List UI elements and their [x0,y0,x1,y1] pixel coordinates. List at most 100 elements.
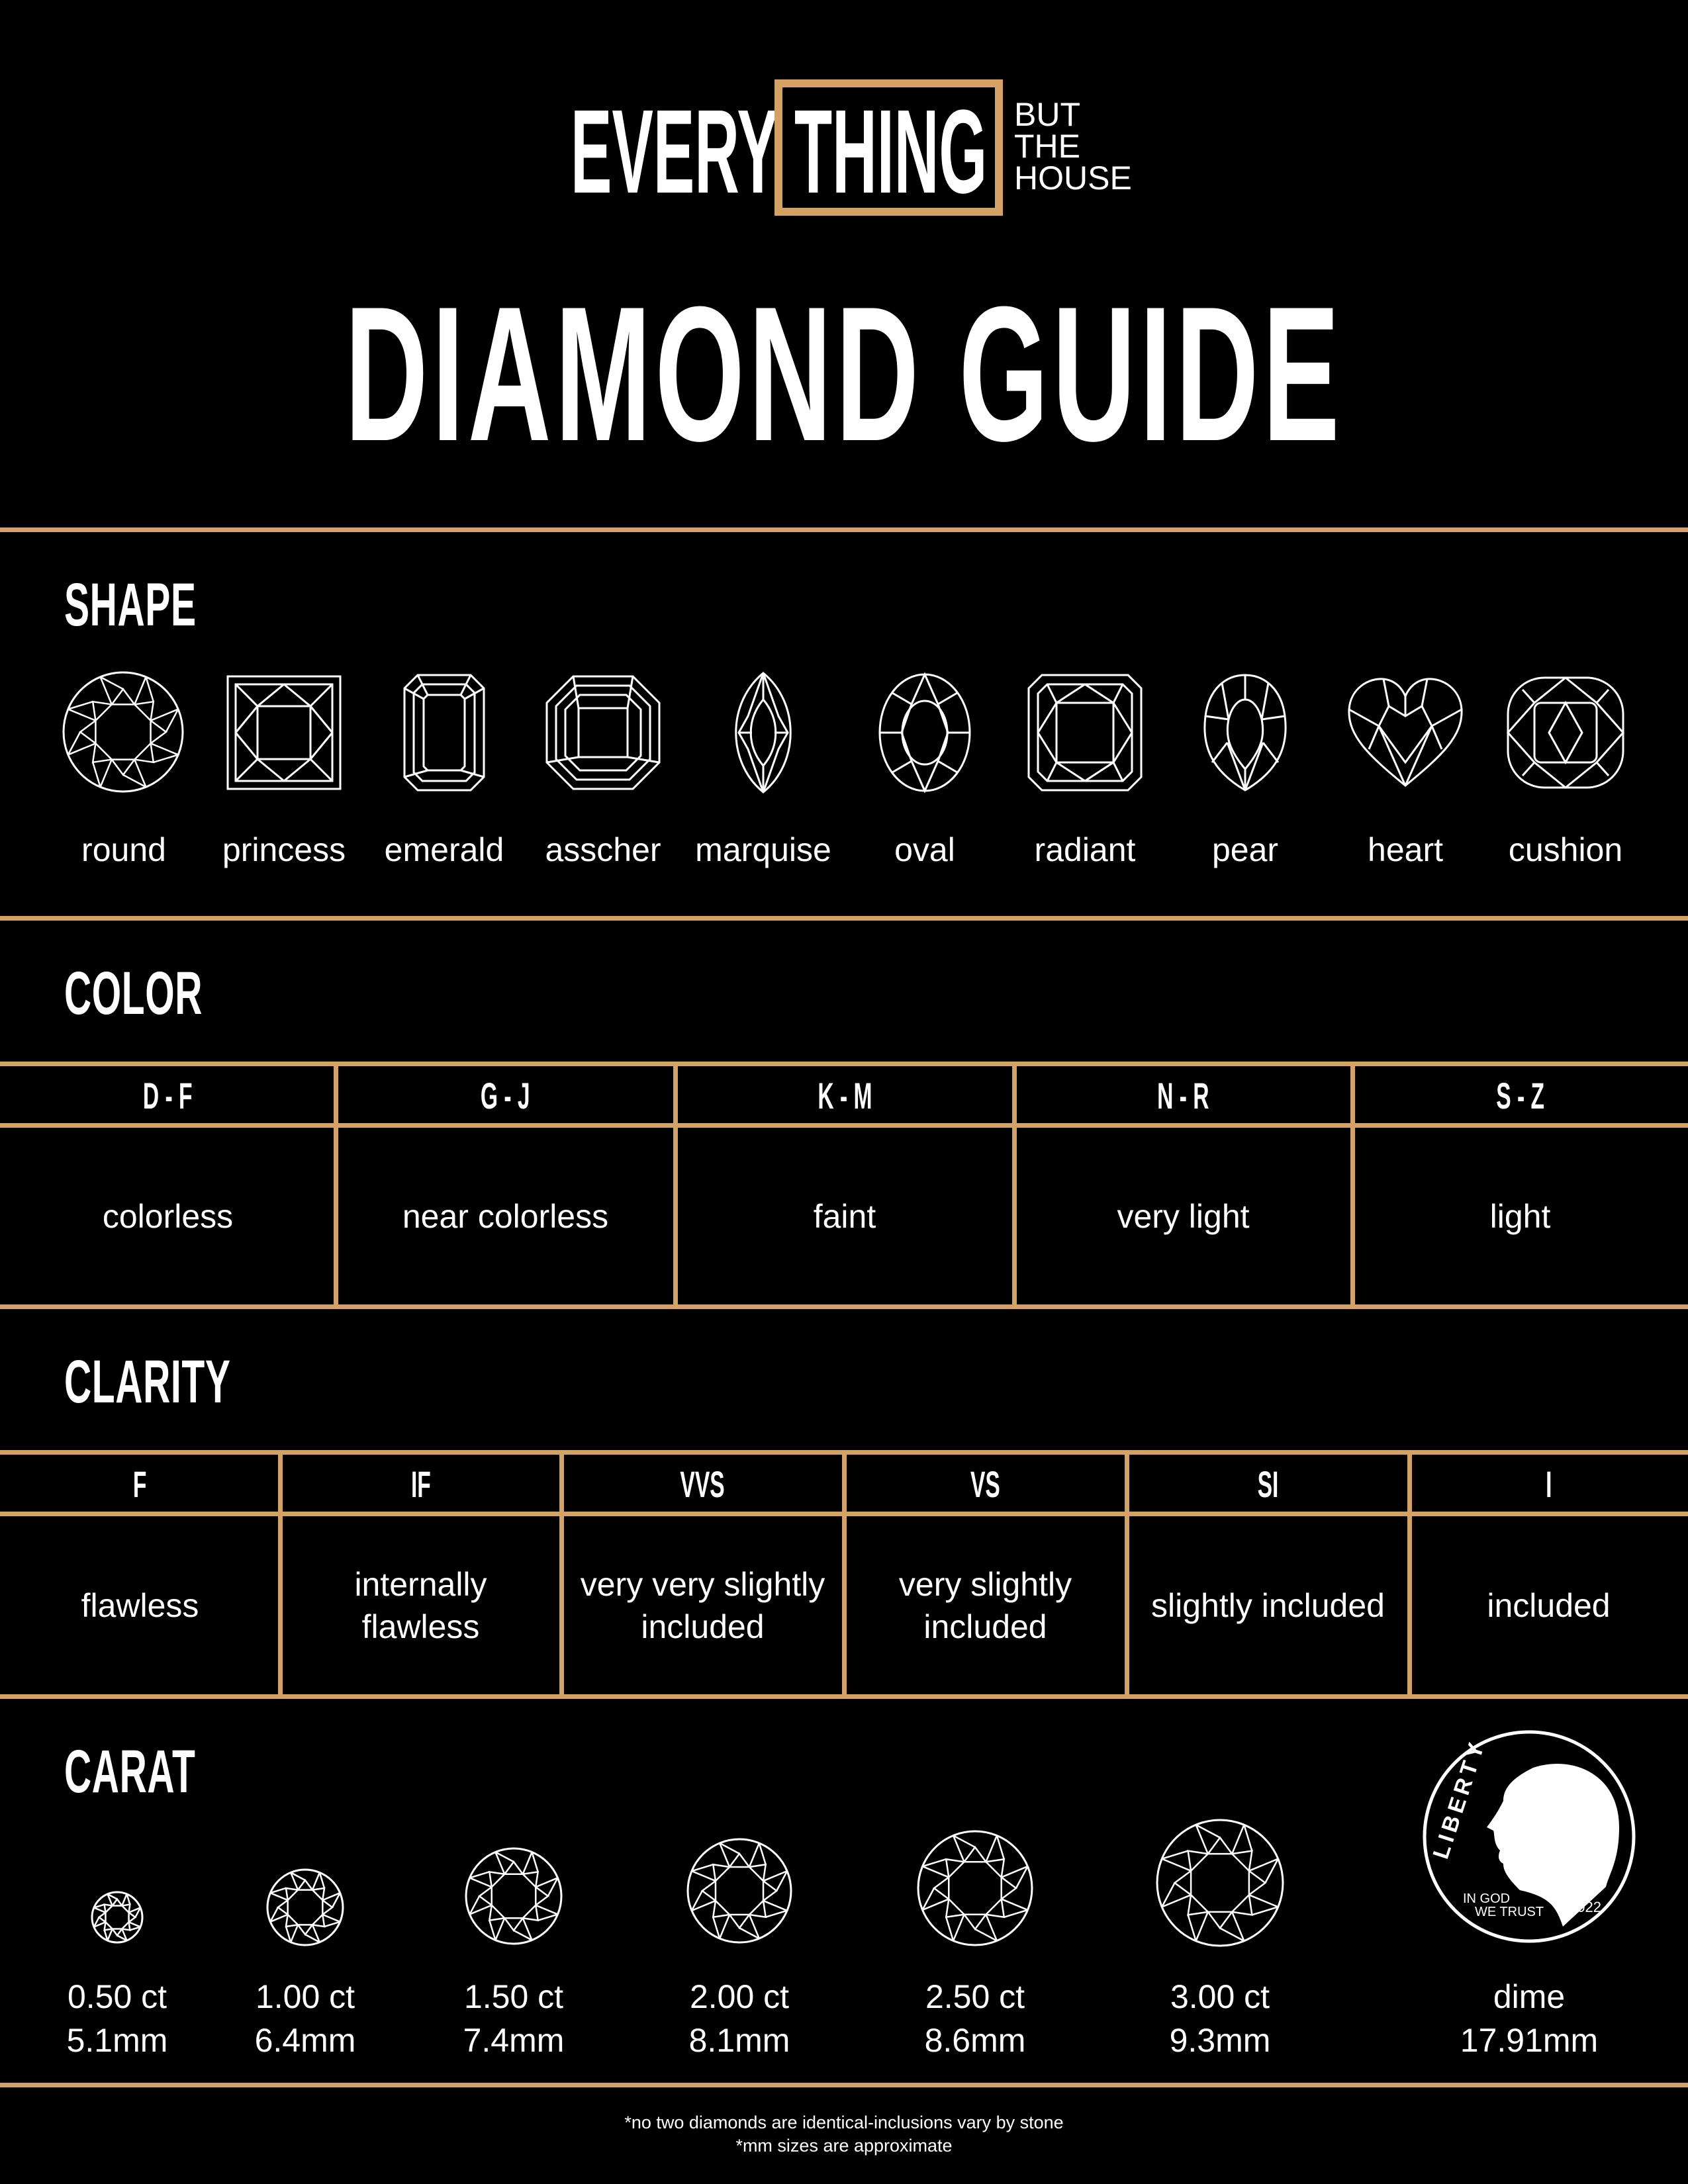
round-diamond-icon [89,1889,145,1948]
logo-but: BUT [1014,96,1080,133]
round-diamond-icon [685,1837,794,1948]
divider [0,527,1688,532]
divider [0,2083,1688,2087]
coin-year: 2022 [1569,1899,1601,1915]
clarity-description: included [1487,1586,1611,1624]
clarity-description: internally flawless [354,1565,487,1645]
round-diamond-icon [1154,1817,1286,1952]
clarity-description: very very slightly included [580,1565,825,1645]
logo-the: THE [1014,128,1080,165]
page-title-text: DIAMOND GUIDE [344,267,1344,481]
color-description: faint [813,1197,876,1235]
coin-motto-1: IN GOD [1463,1891,1510,1906]
color-grade: K - M [675,1068,1014,1123]
shape-label-pear: pear [1211,831,1279,868]
color-description: light [1489,1197,1551,1235]
carat-label: 1.50 ct 7.4mm [414,1975,613,2062]
section-label-color: COLOR [64,960,203,1027]
logo-thing: THING [794,85,988,218]
round-diamond-icon [915,1829,1035,1951]
pear-diamond-icon [1182,670,1308,799]
footer-notes: *no two diamonds are identical-inclusion… [0,2111,1688,2158]
carat-label: 0.50 ct 5.1mm [18,1975,216,2062]
carat-label: 2.50 ct 8.6mm [876,1975,1074,2062]
table-divider [673,1062,678,1309]
color-description: near colorless [402,1197,609,1235]
dime-icon: LIBERTY IN GOD WE TRUST 2022 [1421,1728,1638,1945]
heart-diamond-icon [1342,670,1468,799]
color-grade-text: S - Z [1496,1075,1544,1116]
carat-size: 9.3mm [1169,2022,1271,2059]
carat-weight: 1.50 ct [463,1978,564,2015]
asscher-diamond-icon [540,670,666,799]
table-divider [334,1062,338,1309]
round-diamond-icon [463,1846,564,1950]
color-grade-text: N - R [1157,1075,1209,1116]
footer-note-2: *mm sizes are approximate [735,2136,953,2156]
color-description: very light [1117,1197,1250,1235]
clarity-description: flawless [81,1586,199,1624]
clarity-grade-text: VS [970,1463,1000,1505]
footer-note-1: *no two diamonds are identical-inclusion… [624,2113,1064,2132]
carat-weight: 0.50 ct [67,1978,167,2015]
clarity-grade: I [1409,1457,1688,1512]
carat-weight: 1.00 ct [255,1978,355,2015]
carat-size: 7.4mm [463,2022,565,2059]
table-divider [842,1450,847,1699]
shape-label-radiant: radiant [1034,831,1136,868]
table-border [0,1123,1688,1128]
section-label-shape: SHAPE [64,571,197,639]
cushion-diamond-icon [1503,670,1628,799]
clarity-description: very slightly included [898,1565,1072,1645]
round-diamond-icon [265,1867,346,1951]
shape-label-marquise: marquise [695,831,831,868]
radiant-diamond-icon [1022,670,1148,799]
coin-motto-2: WE TRUST [1475,1905,1544,1919]
table-divider [1350,1062,1355,1309]
clarity-grade: F [0,1457,280,1512]
table-divider [559,1450,564,1699]
logo-house: HOUSE [1014,159,1132,197]
logo-box [774,79,1003,216]
table-border [0,1062,1688,1066]
oval-diamond-icon [862,670,988,799]
table-divider [1125,1450,1129,1699]
color-grade: N - R [1014,1068,1352,1123]
carat-size: 8.6mm [924,2022,1026,2059]
color-grade-text: K - M [817,1075,872,1116]
clarity-grade-text: F [133,1463,147,1505]
shape-label-heart: heart [1368,831,1443,868]
divider [0,916,1688,921]
carat-size: 6.4mm [254,2022,356,2059]
clarity-grade-text: IF [410,1463,431,1505]
carat-size: 8.1mm [688,2022,790,2059]
table-border [0,1304,1688,1309]
clarity-grade: IF [280,1457,561,1512]
shape-label-princess: princess [222,831,346,868]
shape-label-oval: oval [894,831,955,868]
emerald-diamond-icon [381,670,507,799]
table-divider [278,1450,283,1699]
color-grade-text: D - F [143,1075,193,1116]
clarity-grade: VS [844,1457,1127,1512]
round-diamond-icon [61,670,185,797]
page-title: DIAMOND GUIDE [0,267,1688,481]
carat-label: 1.00 ct 6.4mm [206,1975,404,2062]
clarity-grade: VVS [561,1457,844,1512]
carat-weight: 2.50 ct [925,1978,1025,2015]
color-grade-text: G - J [481,1075,530,1116]
carat-label: 3.00 ct 9.3mm [1121,1975,1319,2062]
carat-weight: 2.00 ct [689,1978,790,2015]
section-label-carat: CARAT [64,1738,196,1805]
shape-label-round: round [81,831,166,868]
shape-label-cushion: cushion [1508,831,1623,868]
color-grade: S - Z [1352,1068,1688,1123]
clarity-grade-text: SI [1257,1463,1279,1505]
section-label-clarity: CLARITY [64,1348,231,1416]
clarity-grade-text: VVS [680,1463,726,1505]
color-grade: G - J [336,1068,675,1123]
princess-diamond-icon [221,670,347,799]
clarity-description: slightly included [1151,1586,1385,1624]
color-description: colorless [102,1197,234,1235]
shape-label-asscher: asscher [545,831,661,868]
